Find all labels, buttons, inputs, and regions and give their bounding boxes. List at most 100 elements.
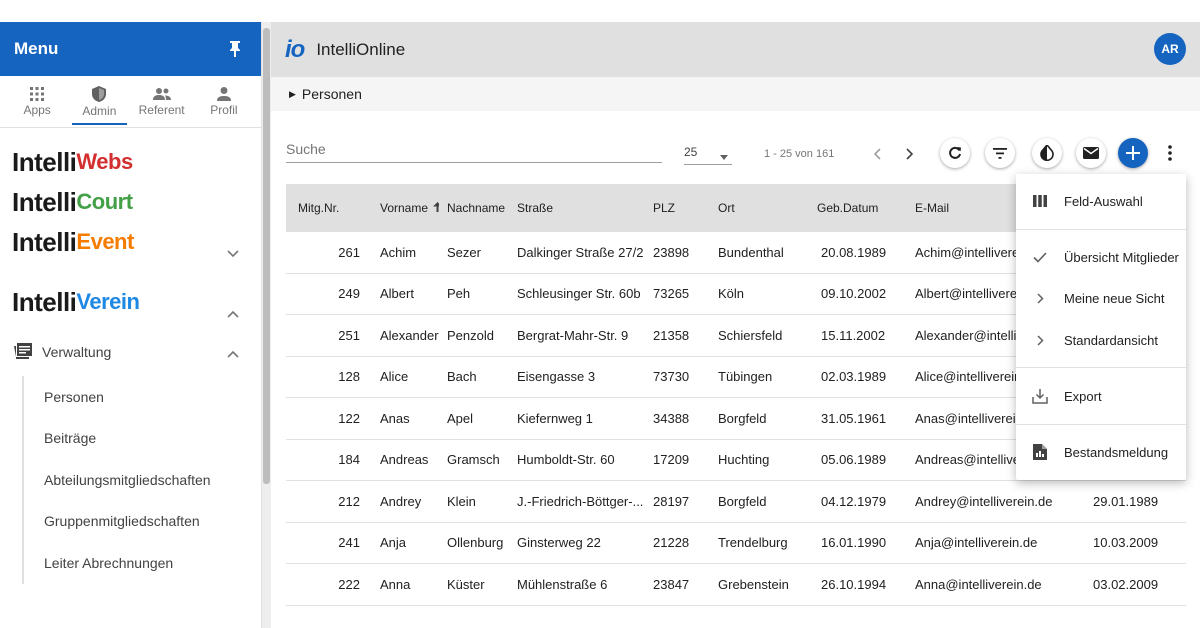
sort-arrow-up-icon	[433, 201, 439, 215]
menu-item-standardansicht[interactable]: Standardansicht	[1016, 320, 1186, 360]
sidebar-item-beitraege[interactable]: Beiträge	[44, 430, 97, 447]
cell-strasse: J.-Friedrich-Böttger-...	[517, 493, 644, 509]
next-page-icon[interactable]	[902, 145, 918, 163]
cell-vorname: Alexander	[380, 327, 439, 343]
col-header-strasse[interactable]: Straße	[517, 201, 554, 215]
menu-divider	[1016, 229, 1186, 230]
table-row[interactable]: 122 Anas Apel Kiefernweg 1 34388 Borgfel…	[286, 398, 1186, 440]
page-size-select[interactable]: 25	[684, 145, 732, 165]
prev-page-icon[interactable]	[869, 145, 885, 163]
breadcrumb[interactable]: ▶ Personen	[271, 77, 1200, 111]
cell-ort: Schiersfeld	[718, 327, 783, 343]
tab-profil[interactable]: Profil	[193, 76, 255, 127]
table-row[interactable]: 241 Anja Ollenburg Ginsterweg 22 21228 T…	[286, 523, 1186, 564]
table-row[interactable]: 212 Andrey Klein J.-Friedrich-Böttger-..…	[286, 481, 1186, 523]
cell-plz: 21358	[653, 327, 690, 343]
section-verwaltung[interactable]: Verwaltung	[0, 328, 261, 376]
brand-intellicourt[interactable]: Intelli Court	[12, 186, 133, 217]
cell-strasse: Eisengasse 3	[517, 369, 596, 385]
cell-strasse: Kiefernweg 1	[517, 410, 593, 426]
menu-item-uebersicht-mitglieder[interactable]: Übersicht Mitglieder	[1016, 237, 1186, 277]
tab-referent-label: Referent	[138, 102, 185, 117]
top-strip	[0, 0, 1200, 22]
menu-divider	[1016, 424, 1186, 425]
shield-icon	[92, 85, 107, 102]
table-row[interactable]: 184 Andreas Gramsch Humboldt-Str. 60 172…	[286, 440, 1186, 481]
menu-header: Menu	[0, 22, 261, 76]
menu-item-meine-neue-sicht[interactable]: Meine neue Sicht	[1016, 278, 1186, 318]
contrast-button[interactable]	[1032, 138, 1062, 168]
cell-geb: 20.08.1989	[821, 244, 887, 260]
brand-intelliverein[interactable]: Intelli Verein	[0, 276, 261, 328]
cell-ort: Huchting	[718, 452, 770, 468]
refresh-icon	[949, 146, 961, 159]
table-row[interactable]: 261 Achim Sezer Dalkinger Straße 27/2 23…	[286, 232, 1186, 274]
sidebar-item-abteilungsmitgliedschaften[interactable]: Abteilungsmitgliedschaften	[44, 471, 211, 488]
email-button[interactable]	[1076, 138, 1106, 168]
col-header-vorname[interactable]: Vorname	[366, 201, 439, 215]
cell-plz: 73265	[653, 286, 690, 302]
chevron-up-icon[interactable]	[227, 294, 239, 325]
cell-plz: 17209	[653, 452, 690, 468]
menu-item-export[interactable]: Export	[1016, 376, 1186, 416]
menu-item-bestandsmeldung[interactable]: Bestandsmeldung	[1016, 432, 1186, 472]
table-row[interactable]: 222 Anna Küster Mühlenstraße 6 23847 Gre…	[286, 564, 1186, 606]
brand-intellievent[interactable]: Intelli Event	[0, 220, 261, 264]
more-vert-icon[interactable]	[1164, 141, 1176, 165]
columns-icon	[1016, 195, 1064, 207]
cell-plz: 23847	[653, 576, 690, 592]
cell-ort: Tübingen	[718, 369, 773, 385]
filter-button[interactable]	[985, 138, 1015, 168]
cell-vorname: Achim	[380, 244, 417, 260]
cell-geb: 09.10.2002	[821, 286, 887, 302]
cell-email: Anas@intelliverein.de	[915, 410, 1041, 426]
add-button[interactable]	[1118, 138, 1148, 168]
app-logo[interactable]: io	[285, 35, 305, 63]
sidebar-scrollbar[interactable]	[262, 22, 271, 628]
cell-strasse: Humboldt-Str. 60	[517, 452, 615, 468]
col-header-plz[interactable]: PLZ	[653, 201, 676, 215]
cell-vorname: Albert	[380, 286, 414, 302]
col-header-mitgnr[interactable]: Mitg.Nr.	[298, 201, 340, 215]
sidebar-item-personen[interactable]: Personen	[44, 388, 104, 405]
cell-extra-date: 29.01.1989	[1093, 493, 1159, 509]
col-header-email[interactable]: E-Mail	[915, 201, 950, 215]
menu-item-feld-auswahl[interactable]: Feld-Auswahl	[1016, 181, 1186, 221]
search-input[interactable]: Suche	[286, 131, 662, 163]
filter-icon	[993, 147, 1007, 159]
section-verwaltung-label: Verwaltung	[42, 344, 112, 360]
sidebar-item-gruppenmitgliedschaften[interactable]: Gruppenmitgliedschaften	[44, 513, 200, 530]
page-range: 1 - 25 von 161	[764, 148, 835, 160]
table-row[interactable]: 249 Albert Peh Schleusinger Str. 60b 732…	[286, 274, 1186, 315]
pin-icon[interactable]	[227, 39, 243, 59]
chevron-down-icon[interactable]	[227, 234, 239, 265]
sidebar-item-leiter-abrechnungen[interactable]: Leiter Abrechnungen	[44, 554, 174, 571]
avatar[interactable]: AR	[1154, 33, 1186, 65]
menu-divider	[1016, 367, 1186, 368]
col-header-gebdatum[interactable]: Geb.Datum	[817, 201, 879, 215]
cell-nr: 212	[338, 493, 360, 509]
mail-icon	[1083, 147, 1099, 159]
col-header-nachname[interactable]: Nachname	[447, 201, 506, 215]
cell-ort: Köln	[718, 286, 745, 302]
cell-strasse: Dalkinger Straße 27/2	[517, 244, 644, 260]
tab-apps[interactable]: Apps	[6, 76, 68, 127]
cell-vorname: Andreas	[380, 452, 429, 468]
cell-vorname: Alice	[380, 369, 409, 385]
tab-referent[interactable]: Referent	[131, 76, 193, 127]
cell-geb: 05.06.1989	[821, 452, 887, 468]
cell-nachname: Bach	[447, 369, 477, 385]
brand-intelliwebs[interactable]: Intelli Webs	[12, 146, 133, 177]
plus-icon	[1126, 146, 1140, 160]
table-row[interactable]: 128 Alice Bach Eisengasse 3 73730 Tübing…	[286, 357, 1186, 398]
chevron-up-icon[interactable]	[227, 345, 239, 361]
sidebar-scroll-thumb[interactable]	[263, 28, 270, 484]
cell-vorname: Anja	[380, 535, 407, 551]
cell-nr: 249	[338, 286, 360, 302]
refresh-button[interactable]	[940, 138, 970, 168]
cell-strasse: Ginsterweg 22	[517, 535, 601, 551]
page-size-value: 25	[684, 145, 698, 159]
cell-geb: 02.03.1989	[821, 369, 887, 385]
tab-admin[interactable]: Admin	[68, 76, 130, 127]
col-header-ort[interactable]: Ort	[718, 201, 735, 215]
